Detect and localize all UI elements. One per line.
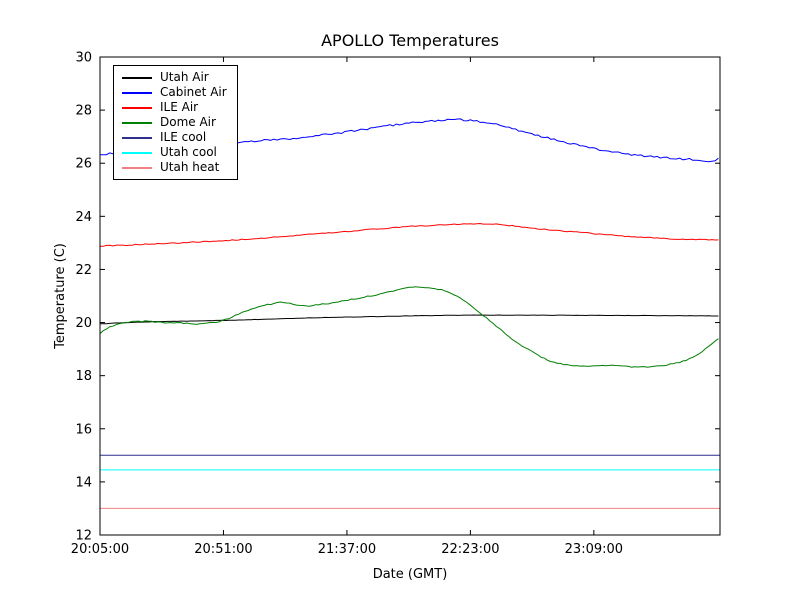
legend-entry-ile-air: ILE Air — [122, 101, 227, 114]
y-tick-label: 26 — [75, 157, 92, 172]
x-tick-label: 20:05:00 — [71, 542, 129, 557]
legend-label-cabinet-air: Cabinet Air — [160, 85, 227, 99]
y-tick-label: 28 — [75, 104, 92, 119]
legend-entry-utah-cool: Utah cool — [122, 146, 227, 159]
y-tick-label: 22 — [75, 263, 92, 278]
legend-entry-ile-cool: ILE cool — [122, 131, 227, 144]
legend-label-utah-air: Utah Air — [160, 70, 209, 84]
y-axis-label: Temperature (C) — [53, 243, 68, 350]
series-ile-air — [100, 222, 719, 247]
legend: Utah Air Cabinet Air ILE Air Dome Air ILE co… — [113, 65, 238, 180]
y-tick-label: 12 — [75, 529, 92, 544]
legend-line-sample-utah-air — [122, 76, 152, 79]
legend-line-sample-ile-air — [122, 106, 152, 109]
legend-label-ile-air: ILE Air — [160, 100, 199, 114]
x-axis-label: Date (GMT) — [373, 567, 448, 582]
legend-line-sample-ile-cool — [122, 136, 152, 139]
legend-entry-cabinet-air: Cabinet Air — [122, 86, 227, 99]
legend-line-sample-cabinet-air — [122, 91, 152, 94]
legend-label-utah-heat: Utah heat — [160, 160, 220, 174]
axes-box — [99, 56, 721, 536]
legend-line-sample-utah-heat — [122, 166, 152, 169]
x-tick-label: 20:51:00 — [194, 542, 252, 557]
plot-area: 20:05:00 20:51:00 21:37:00 22:23:00 23:09:00… — [71, 51, 721, 557]
y-tick-label: 20 — [75, 316, 92, 331]
y-tick-label: 14 — [75, 475, 92, 490]
y-tick-label: 18 — [75, 369, 92, 384]
legend-label-utah-cool: Utah cool — [160, 145, 217, 159]
legend-line-sample-dome-air — [122, 121, 152, 124]
series-utah-air — [99, 314, 719, 325]
legend-line-sample-utah-cool — [122, 151, 152, 154]
y-tick-label: 30 — [75, 51, 92, 66]
legend-entry-dome-air: Dome Air — [122, 116, 227, 129]
legend-entry-utah-air: Utah Air — [122, 71, 227, 84]
legend-entry-utah-heat: Utah heat — [122, 161, 227, 174]
x-tick-label: 23:09:00 — [565, 542, 623, 557]
x-tick-label: 21:37:00 — [318, 542, 376, 557]
legend-label-ile-cool: ILE cool — [160, 130, 207, 144]
y-tick-label: 16 — [75, 422, 92, 437]
series-dome-air — [99, 286, 719, 368]
y-tick-label: 24 — [75, 210, 92, 225]
chart-title: APOLLO Temperatures — [321, 31, 499, 50]
x-tick-label: 22:23:00 — [441, 542, 499, 557]
legend-label-dome-air: Dome Air — [160, 115, 216, 129]
